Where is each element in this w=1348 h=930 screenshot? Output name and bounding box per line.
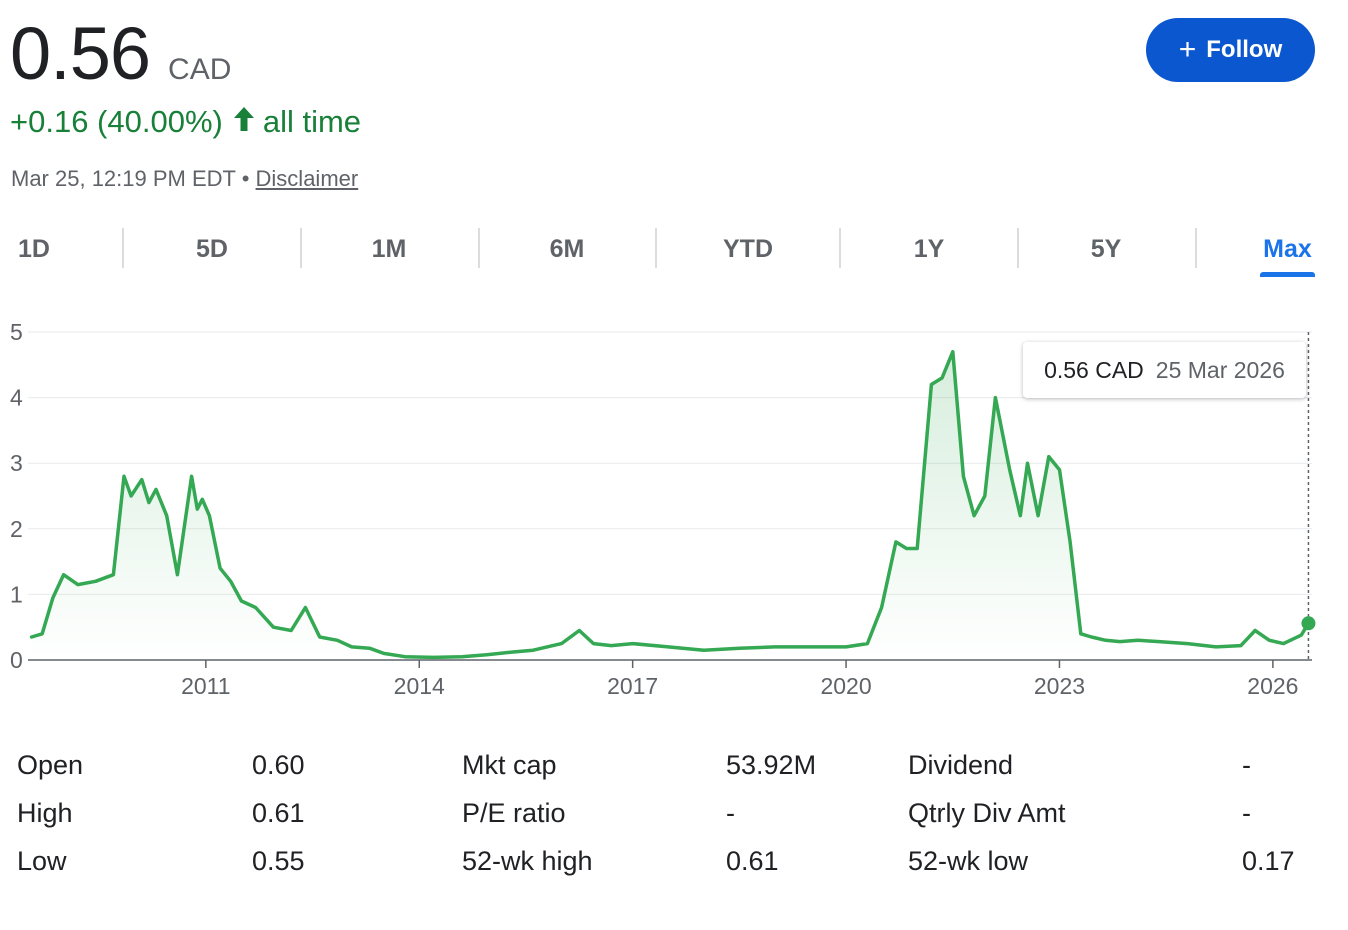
stat-label-pe-ratio: P/E ratio — [462, 798, 566, 828]
stats-row: High 0.61 P/E ratio - Qtrly Div Amt - — [0, 798, 1348, 846]
x-tick-label: 2026 — [1247, 673, 1298, 699]
stat-label-52wk-low: 52-wk low — [908, 846, 1029, 876]
price-header: 0.56 CAD — [10, 14, 231, 94]
x-tick-label: 2014 — [394, 673, 445, 699]
change-value: +0.16 (40.00%) — [10, 104, 223, 139]
stat-value-low: 0.55 — [252, 846, 305, 876]
x-tick-label: 2020 — [820, 673, 871, 699]
y-tick-label: 0 — [10, 647, 23, 673]
tab-divider — [1195, 228, 1197, 268]
stat-value-mkt-cap: 53.92M — [726, 750, 817, 780]
tab-6m[interactable]: 6M — [549, 234, 585, 263]
currency-code: CAD — [168, 53, 232, 86]
y-tick-label: 3 — [10, 450, 23, 476]
stat-value-dividend: - — [1242, 750, 1251, 780]
meta-separator: • — [241, 166, 250, 191]
plus-icon: + — [1178, 33, 1197, 66]
stat-label-high: High — [17, 798, 73, 828]
stat-label-open: Open — [17, 750, 84, 780]
active-tab-indicator — [1260, 272, 1315, 277]
stats-row: Open 0.60 Mkt cap 53.92M Dividend - — [0, 750, 1348, 798]
y-tick-label: 4 — [10, 385, 23, 411]
stat-value-52wk-high: 0.61 — [726, 846, 779, 876]
quote-timestamp: Mar 25, 12:19 PM EDT — [11, 166, 236, 191]
stat-label-qtrly-div: Qtrly Div Amt — [908, 798, 1066, 828]
tooltip-value: 0.56 CAD — [1044, 356, 1144, 383]
stat-value-high: 0.61 — [252, 798, 305, 828]
stat-label-low: Low — [17, 846, 67, 876]
tab-5d[interactable]: 5D — [196, 234, 228, 263]
tab-divider — [1017, 228, 1019, 268]
tab-max[interactable]: Max — [1263, 234, 1312, 263]
range-tabs: 1D 5D 1M 6M YTD 1Y 5Y Max — [0, 224, 1348, 280]
y-tick-label: 5 — [10, 319, 23, 345]
x-tick-label: 2017 — [607, 673, 658, 699]
stat-value-52wk-low: 0.17 — [1242, 846, 1295, 876]
stat-label-mkt-cap: Mkt cap — [462, 750, 557, 780]
tab-divider — [122, 228, 124, 268]
stat-value-open: 0.60 — [252, 750, 305, 780]
tooltip-date: 25 Mar 2026 — [1155, 356, 1285, 383]
tab-5y[interactable]: 5Y — [1090, 234, 1122, 263]
arrow-up-icon — [233, 104, 255, 140]
tab-divider — [478, 228, 480, 268]
tab-divider — [839, 228, 841, 268]
stat-value-qtrly-div: - — [1242, 798, 1251, 828]
follow-label: Follow — [1206, 36, 1283, 63]
stats-row: Low 0.55 52-wk high 0.61 52-wk low 0.17 — [0, 846, 1348, 894]
tab-1y[interactable]: 1Y — [913, 234, 945, 263]
disclaimer-link[interactable]: Disclaimer — [255, 166, 359, 191]
price-chart[interactable]: 0 1 2 3 4 5 2011 2014 2017 2020 2023 2026 — [0, 300, 1348, 720]
price-line — [29, 349, 1311, 660]
x-tick-label: 2011 — [181, 673, 230, 699]
follow-button[interactable]: + Follow — [1146, 18, 1315, 82]
stat-label-dividend: Dividend — [908, 750, 1014, 780]
tab-divider — [655, 228, 657, 268]
price-area — [31, 351, 1309, 660]
price-change: +0.16 (40.00%) all time — [10, 104, 361, 140]
quote-meta: Mar 25, 12:19 PM EDT • Disclaimer — [11, 166, 358, 192]
current-price: 0.56 — [10, 12, 151, 95]
stat-value-pe-ratio: - — [726, 798, 735, 828]
change-period: all time — [262, 104, 362, 139]
tab-1m[interactable]: 1M — [371, 234, 407, 263]
stat-label-52wk-high: 52-wk high — [462, 846, 593, 876]
tab-divider — [300, 228, 302, 268]
last-point-marker — [1301, 616, 1316, 631]
chart-tooltip: 0.56 CAD 25 Mar 2026 — [1023, 342, 1306, 398]
tab-ytd[interactable]: YTD — [723, 234, 773, 263]
tab-1d[interactable]: 1D — [18, 234, 50, 263]
x-tick-label: 2023 — [1034, 673, 1085, 699]
y-tick-label: 2 — [10, 516, 23, 542]
y-tick-label: 1 — [10, 581, 23, 607]
